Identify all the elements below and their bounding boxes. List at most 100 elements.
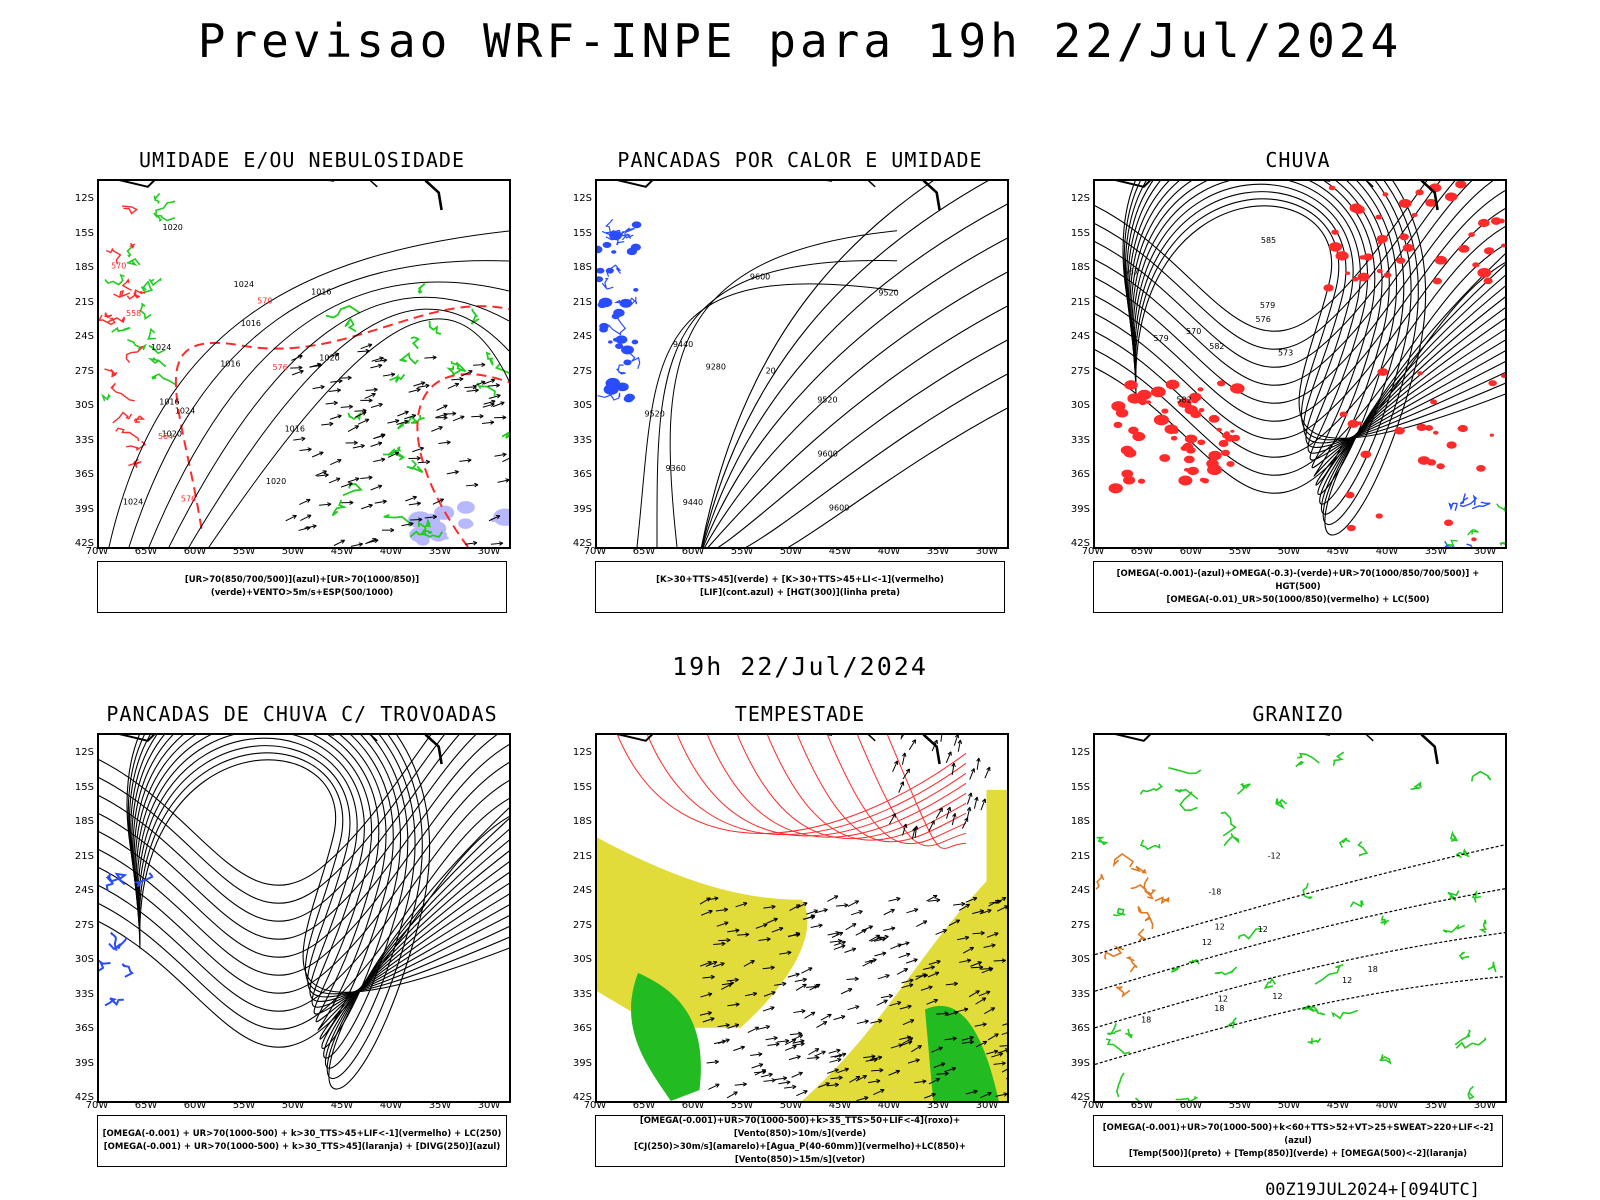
contour-segment (1296, 752, 1320, 764)
contour-segment (1096, 836, 1109, 846)
wind-vector (996, 905, 1007, 912)
temp500-contour (1095, 844, 1505, 956)
wind-vector (708, 1083, 720, 1090)
shaded-area (616, 382, 629, 392)
shaded-area (1124, 380, 1138, 390)
wind-vector (371, 356, 384, 362)
contour-segment (410, 415, 425, 424)
latitude-tick-label: 33S (572, 988, 592, 1000)
streamline (1134, 198, 1505, 441)
wind-vector (373, 457, 386, 463)
latitude-tick-label: 39S (1070, 503, 1090, 515)
streamline (1095, 181, 1456, 368)
streamline (745, 373, 1007, 547)
streamline (1095, 181, 1441, 350)
streamline (1095, 181, 1428, 332)
wind-vector (464, 540, 478, 546)
shaded-area (1357, 272, 1370, 282)
latitude-tick-label: 39S (1070, 1057, 1090, 1069)
shaded-area (1488, 380, 1497, 387)
wind-vector (788, 932, 801, 938)
wind-vector (795, 983, 807, 991)
wind-vector (299, 498, 311, 506)
hgt-contour (656, 260, 898, 547)
wind-vector (834, 1052, 847, 1058)
contour-segment (1447, 890, 1460, 902)
shaded-area (1177, 398, 1192, 408)
longitude-tick-label: 50W (779, 546, 803, 557)
wind-vector (717, 1023, 730, 1028)
contour-segment (139, 302, 152, 320)
isobar (128, 260, 509, 547)
wind-vector (360, 475, 373, 480)
contour-segment (1107, 1023, 1122, 1036)
latitude-tick-label: 30S (1070, 400, 1090, 411)
wind-vector (827, 895, 839, 902)
shaded-area (1128, 426, 1139, 435)
shaded-area (1402, 243, 1415, 252)
wind-vector (357, 418, 370, 425)
contour-segment (1144, 916, 1154, 930)
map-canvas (99, 735, 509, 1090)
wind-vector (408, 456, 421, 461)
map-panel: 9600 9520 9600 9600 9440 9520 9360 9440 9280 9520… (595, 179, 1009, 549)
shaded-area (630, 243, 641, 251)
wind-vector (754, 1069, 767, 1075)
map-canvas (597, 735, 1007, 1101)
contour-segment (104, 312, 113, 319)
wind-vector (902, 1019, 915, 1026)
wind-vector (965, 896, 978, 903)
contour-label: 1016 (241, 319, 261, 328)
wind-vector (877, 974, 890, 980)
coastline-east (424, 181, 443, 211)
legend-line: [Temp(500)](preto) + [Temp(850)](verde) … (1128, 1148, 1468, 1159)
streamline (128, 735, 509, 1069)
wind-vector (913, 825, 919, 838)
wind-vector (827, 930, 840, 936)
latitude-tick-label: 15S (1070, 781, 1090, 793)
wind-vector (810, 923, 823, 929)
longitude-tick-label: 70W (85, 1100, 109, 1111)
shaded-area (1477, 267, 1492, 278)
shaded-area (1120, 445, 1134, 455)
wind-vector (424, 355, 437, 360)
wind-vector (983, 943, 996, 948)
wind-vector (987, 1033, 999, 1041)
shaded-area (1434, 255, 1448, 265)
shaded-area (1226, 461, 1235, 467)
map-panel: 12 -12 -18 12 12 18 12 18 12 18 12 (1093, 733, 1507, 1103)
wind-vector (447, 382, 460, 390)
map-panel: 1020 1016 1016 1020 1016 1024 1024 1024 1024 1016… (97, 179, 511, 549)
contour-segment (151, 373, 177, 386)
wind-vector (796, 902, 808, 909)
contour-label: 12 (1342, 976, 1352, 985)
wind-vector (874, 951, 887, 957)
wind-vector (836, 903, 849, 908)
wind-vector (488, 515, 501, 522)
shaded-area (1150, 386, 1166, 398)
wind-vector (760, 1072, 773, 1078)
contour-segment (389, 373, 406, 383)
wind-vector (802, 915, 815, 920)
contour-segment (1459, 493, 1469, 505)
contour-segment (332, 499, 348, 517)
latitude-tick-label: 39S (74, 503, 94, 515)
longitude-tick-label: 60W (183, 546, 207, 557)
wind-vector (975, 1040, 988, 1048)
wind-vector (833, 944, 846, 950)
longitude-tick-label: 40W (1375, 546, 1399, 557)
latitude-tick-label: 18S (74, 816, 94, 827)
shaded-area (444, 536, 449, 540)
longitude-tick-label: 45W (1326, 546, 1350, 557)
wind-vector (300, 514, 312, 522)
contour-segment (1410, 781, 1422, 791)
panel-title: GRANIZO (1252, 702, 1344, 726)
shaded-area (1108, 483, 1123, 494)
wind-vector (327, 352, 340, 358)
state-border (1365, 181, 1374, 188)
contour-label: 9440 (673, 340, 693, 349)
longitude-tick-label: 65W (134, 546, 158, 557)
streamline (787, 407, 1007, 547)
contour-segment (1125, 956, 1138, 973)
